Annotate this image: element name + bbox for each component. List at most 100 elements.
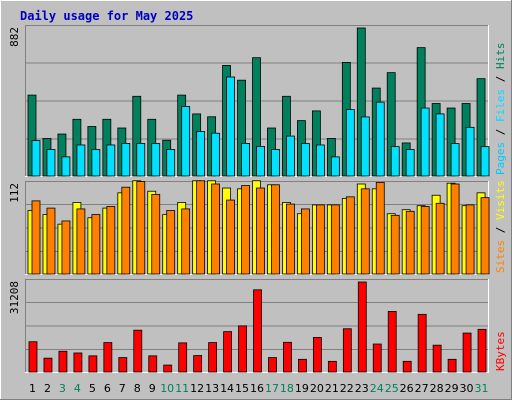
bar-files-day-11 xyxy=(181,106,191,177)
bar-files-day-25 xyxy=(390,146,400,177)
chart-title: Daily usage for May 2025 xyxy=(20,9,193,23)
bar-sites-day-16 xyxy=(256,187,265,275)
bar-sites-day-4 xyxy=(76,208,86,275)
bar-files-day-10 xyxy=(166,149,176,177)
bar-files-day-18 xyxy=(286,135,295,177)
bar-sites-day-3 xyxy=(61,220,71,275)
bar-sites-day-9 xyxy=(151,194,161,275)
bar-kbytes-day-19 xyxy=(298,358,307,373)
bar-sites-day-18 xyxy=(286,203,295,275)
bar-kbytes-day-14 xyxy=(223,331,232,373)
bar-files-day-9 xyxy=(151,143,161,177)
legend-separator: / xyxy=(494,122,507,142)
bar-files-day-5 xyxy=(91,149,101,177)
day-label-16: 16 xyxy=(250,382,264,395)
bar-sites-day-19 xyxy=(301,208,310,275)
bar-kbytes-day-31 xyxy=(477,328,487,373)
panel-visits-sites: 112 Sites / Visits xyxy=(8,180,507,275)
bar-files-day-22 xyxy=(345,109,355,177)
day-label-7: 7 xyxy=(119,382,126,395)
day-label-4: 4 xyxy=(74,382,81,395)
bar-kbytes-day-26 xyxy=(402,360,412,373)
bar-kbytes-day-23 xyxy=(357,281,367,373)
bar-files-day-24 xyxy=(375,101,385,177)
day-label-14: 14 xyxy=(220,382,234,395)
day-label-1: 1 xyxy=(29,382,36,395)
bar-files-day-30 xyxy=(465,126,475,177)
day-label-9: 9 xyxy=(149,382,156,395)
bar-kbytes-day-2 xyxy=(43,357,53,373)
day-label-27: 27 xyxy=(415,382,429,395)
bar-kbytes-day-6 xyxy=(103,342,113,373)
day-label-15: 15 xyxy=(235,382,249,395)
bar-sites-day-8 xyxy=(136,181,146,275)
day-label-26: 26 xyxy=(400,382,414,395)
bar-sites-day-22 xyxy=(345,196,355,275)
bar-files-day-3 xyxy=(61,156,71,177)
day-label-31: 31 xyxy=(475,382,489,395)
day-label-17: 17 xyxy=(265,382,279,395)
day-label-3: 3 xyxy=(59,382,66,395)
bar-sites-day-1 xyxy=(31,200,41,275)
bar-files-day-4 xyxy=(76,144,86,177)
bar-files-day-15 xyxy=(241,143,250,177)
bar-kbytes-day-10 xyxy=(163,364,173,373)
bar-sites-day-12 xyxy=(196,180,206,275)
bar-kbytes-day-15 xyxy=(238,325,247,373)
bar-sites-day-2 xyxy=(46,207,56,275)
bar-kbytes-day-5 xyxy=(88,355,98,373)
bar-files-day-21 xyxy=(330,156,340,177)
day-label-29: 29 xyxy=(445,382,459,395)
bar-sites-day-20 xyxy=(315,204,325,275)
day-label-20: 20 xyxy=(310,382,324,395)
day-label-5: 5 xyxy=(89,382,96,395)
day-label-13: 13 xyxy=(205,382,219,395)
legend-kbytes: KBytes xyxy=(494,331,507,371)
bar-sites-day-17 xyxy=(271,184,280,275)
day-label-24: 24 xyxy=(370,382,384,395)
bar-files-day-16 xyxy=(256,146,265,177)
day-label-19: 19 xyxy=(295,382,309,395)
bar-sites-day-10 xyxy=(166,210,176,275)
bar-files-day-8 xyxy=(136,143,146,177)
bar-files-day-14 xyxy=(226,76,235,177)
bar-kbytes-day-30 xyxy=(462,332,472,373)
bar-kbytes-day-9 xyxy=(148,355,158,373)
bar-kbytes-day-17 xyxy=(268,357,277,373)
panel-legend: KBytes xyxy=(494,331,507,371)
bar-kbytes-day-18 xyxy=(283,341,292,373)
chart-panels: 882 Pages / Files / Hits 112 Sites / Visits… xyxy=(8,25,507,373)
bar-kbytes-day-20 xyxy=(312,336,322,373)
bar-kbytes-day-7 xyxy=(118,357,128,373)
bar-kbytes-day-11 xyxy=(178,342,188,373)
day-label-12: 12 xyxy=(190,382,204,395)
legend-visits: Visits xyxy=(494,180,507,220)
bar-kbytes-day-13 xyxy=(208,342,218,373)
bar-kbytes-day-22 xyxy=(342,328,352,373)
bar-files-day-7 xyxy=(121,143,131,177)
bar-sites-day-21 xyxy=(330,204,340,275)
day-label-8: 8 xyxy=(134,382,141,395)
bar-kbytes-day-21 xyxy=(327,360,337,373)
bar-files-day-29 xyxy=(450,143,460,177)
bar-kbytes-day-25 xyxy=(387,311,397,373)
panel-max-label: 882 xyxy=(8,27,21,47)
bar-sites-day-27 xyxy=(420,206,430,275)
panel-max-label: 31208 xyxy=(8,281,21,314)
day-label-6: 6 xyxy=(104,382,111,395)
day-label-2: 2 xyxy=(44,382,51,395)
bar-files-day-27 xyxy=(420,107,430,177)
bar-files-day-6 xyxy=(106,144,116,177)
bar-kbytes-day-29 xyxy=(447,358,457,373)
bar-sites-day-29 xyxy=(450,183,460,275)
bar-sites-day-26 xyxy=(405,210,415,275)
bar-sites-day-24 xyxy=(375,181,385,275)
day-label-30: 30 xyxy=(460,382,474,395)
panel-kbytes: 31208 KBytes xyxy=(8,279,507,373)
bar-sites-day-28 xyxy=(435,202,445,275)
bar-sites-day-11 xyxy=(181,208,191,275)
legend-separator: / xyxy=(494,220,507,240)
bar-files-day-17 xyxy=(271,149,280,177)
